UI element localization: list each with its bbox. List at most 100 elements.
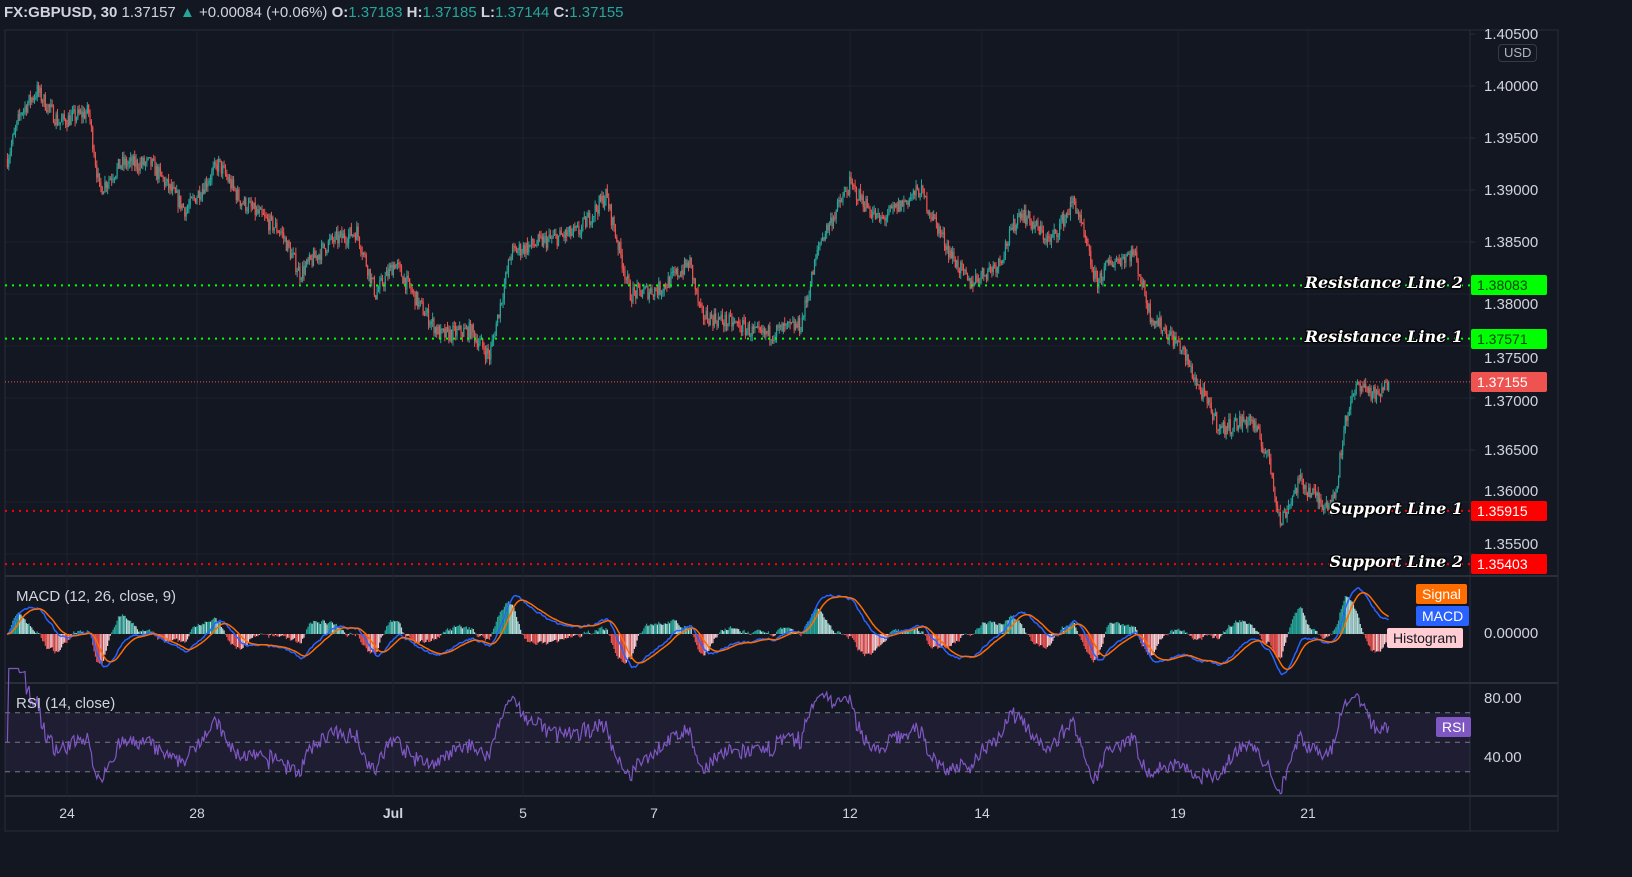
histogram-bar (1297, 609, 1299, 634)
histogram-bar (1245, 623, 1248, 634)
histogram-bar (1017, 620, 1019, 634)
histogram-bar (479, 634, 481, 637)
candle-body (965, 269, 967, 275)
histogram-bar (492, 628, 495, 634)
histogram-bar (1073, 623, 1076, 634)
histogram-bar (1337, 620, 1340, 634)
candle-body (608, 197, 610, 209)
histogram-bar (919, 632, 921, 634)
candle-body (816, 249, 818, 259)
candle-body (287, 240, 289, 251)
candle-body (1050, 237, 1053, 243)
candle-body (472, 324, 474, 332)
candle-body (457, 328, 459, 330)
candle-body (968, 278, 970, 281)
candle-body (747, 324, 749, 330)
candle-body (1262, 446, 1264, 454)
level-price-tag: 1.35403 (1471, 554, 1547, 575)
candle-body (854, 185, 856, 188)
histogram-bar (75, 633, 78, 634)
histogram-bar (279, 634, 281, 637)
candle-body (660, 292, 663, 295)
candle-body (1248, 416, 1250, 422)
histogram-bar (36, 631, 38, 634)
candle-body (196, 197, 198, 204)
symbol-name[interactable]: FX:GBPUSD, 30 (4, 4, 118, 21)
histogram-bar (354, 634, 357, 637)
histogram-bar (752, 632, 755, 634)
candle-body (1012, 218, 1015, 230)
candle-body (897, 200, 900, 212)
candle-body (151, 159, 153, 166)
candle-body (132, 156, 134, 166)
candle-body (51, 104, 53, 106)
histogram-bar (196, 626, 198, 634)
candle-body (813, 260, 816, 275)
histogram-bar (1327, 634, 1329, 638)
histogram-bar (1274, 634, 1276, 655)
histogram-bar (845, 634, 847, 635)
histogram-bar (13, 618, 15, 634)
histogram-bar (870, 634, 872, 655)
candle-body (1018, 212, 1020, 217)
candle-body (415, 291, 417, 306)
candle-body (631, 300, 633, 302)
histogram-bar (1217, 634, 1219, 640)
histogram-bar (599, 627, 602, 634)
histogram-bar (482, 634, 484, 637)
candle-body (1140, 276, 1142, 283)
histogram-bar (622, 634, 625, 663)
candle-body (407, 275, 409, 279)
candle-body (705, 310, 707, 319)
histogram-bar (958, 634, 960, 642)
candle-body (563, 235, 565, 238)
candle-body (498, 314, 500, 318)
candle-body (1087, 244, 1089, 246)
histogram-bar (432, 634, 434, 639)
candle-body (1229, 419, 1231, 435)
candle-body (1346, 415, 1348, 421)
histogram-bar (1079, 634, 1081, 637)
histogram-bar (751, 632, 753, 634)
histogram-bar (918, 630, 920, 634)
candle-body (1053, 229, 1055, 234)
candle-body (1069, 201, 1072, 215)
histogram-bar (410, 634, 412, 640)
histogram-bar (464, 626, 466, 634)
candle-body (700, 303, 702, 307)
candle-body (134, 156, 136, 167)
candle-body (958, 270, 960, 274)
histogram-bar (1266, 634, 1268, 644)
candle-body (1010, 227, 1012, 229)
candle-body (446, 327, 449, 329)
candle-body (429, 324, 431, 326)
histogram-bar (55, 634, 57, 652)
histogram-bar (1346, 596, 1348, 634)
histogram-bar (880, 634, 882, 646)
candle-body (1359, 383, 1361, 392)
candle-body (834, 217, 836, 219)
candle-body (1256, 426, 1258, 432)
candle-body (243, 197, 245, 205)
candle-body (274, 222, 277, 228)
candle-body (228, 178, 231, 182)
macd-title[interactable]: MACD (12, 26, close, 9) (16, 588, 177, 605)
histogram-bar (131, 623, 133, 634)
histogram-bar (27, 623, 29, 634)
candle-body (1312, 488, 1314, 495)
candle-body (754, 326, 756, 330)
histogram-bar (438, 634, 440, 639)
candle-body (544, 236, 546, 238)
candle-body (606, 188, 608, 198)
histogram-bar (1106, 626, 1108, 634)
rsi-title[interactable]: RSI (14, close) (16, 695, 116, 712)
histogram-bar (334, 624, 336, 634)
histogram-bar (1048, 634, 1050, 646)
candle-body (60, 119, 63, 123)
candle-body (931, 216, 933, 220)
currency-label[interactable]: USD (1498, 44, 1538, 62)
candle-body (66, 124, 68, 128)
candle-body (315, 255, 317, 258)
histogram-bar (273, 634, 275, 637)
